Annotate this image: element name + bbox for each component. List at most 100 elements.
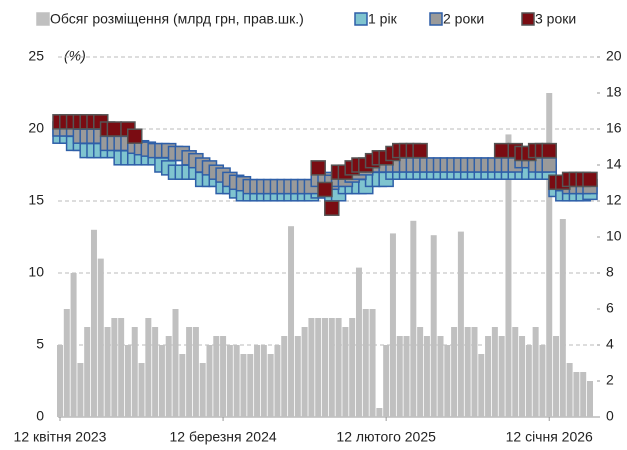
point — [582, 171, 598, 188]
bar — [546, 93, 553, 417]
bar — [158, 345, 165, 417]
bar — [288, 226, 295, 417]
y-axis-label: (%) — [64, 48, 86, 64]
x-tick-label: 12 лютого 2025 — [336, 429, 436, 445]
bar — [294, 336, 301, 417]
bar — [417, 327, 424, 417]
bar — [192, 327, 199, 417]
bar — [485, 336, 492, 417]
bar — [451, 327, 458, 417]
bar — [389, 233, 396, 417]
bar — [512, 327, 519, 417]
bar — [213, 336, 220, 417]
bar — [233, 345, 240, 417]
bar — [498, 336, 505, 417]
legend-label: Обсяг розміщення (млрд грн, прав.шк.) — [50, 11, 304, 27]
bar — [57, 345, 63, 417]
y2-tick-label: 8 — [606, 264, 614, 280]
point — [324, 200, 340, 216]
point — [412, 142, 428, 159]
bar — [430, 235, 437, 417]
bar — [308, 318, 315, 417]
bar — [254, 345, 261, 417]
y2-tick-label: 10 — [606, 228, 622, 244]
bar — [90, 229, 97, 417]
bar — [444, 345, 451, 417]
bar — [274, 345, 281, 417]
x-tick-label: 12 березня 2024 — [170, 429, 277, 445]
bar — [97, 258, 104, 417]
bar — [532, 327, 539, 417]
bar — [505, 134, 512, 417]
x-tick-label: 12 квітня 2023 — [14, 429, 107, 445]
point — [493, 142, 510, 159]
point — [317, 181, 333, 198]
y2-tick-label: 16 — [606, 120, 622, 136]
bar — [281, 336, 288, 417]
bar — [138, 363, 145, 417]
bar — [315, 318, 322, 417]
bar — [383, 345, 390, 417]
bar — [376, 408, 383, 417]
bar — [63, 309, 70, 417]
bar — [491, 327, 498, 417]
bar — [186, 327, 193, 417]
y-tick-label: 10 — [28, 264, 44, 280]
bar — [464, 327, 471, 417]
bar — [84, 327, 91, 417]
y2-tick-label: 14 — [606, 156, 622, 172]
bar — [471, 327, 478, 417]
bar — [124, 345, 131, 417]
y-tick-label: 5 — [36, 336, 44, 352]
bar — [260, 345, 267, 417]
bar — [457, 231, 464, 417]
bar — [206, 345, 213, 417]
legend-swatch — [354, 12, 368, 26]
bar — [267, 354, 274, 417]
x-tick-label: 12 січня 2026 — [506, 429, 593, 445]
bar — [145, 318, 152, 417]
legend-swatch — [521, 12, 535, 26]
bar — [437, 336, 444, 417]
legend-label: 3 роки — [535, 11, 576, 27]
y2-tick-label: 4 — [606, 336, 614, 352]
bar — [580, 372, 587, 417]
bar — [328, 318, 335, 417]
bar — [396, 336, 403, 417]
bar — [573, 372, 580, 417]
point — [541, 142, 557, 159]
bar — [226, 345, 233, 417]
bar — [349, 318, 356, 417]
y2-tick-label: 0 — [606, 408, 614, 424]
point — [541, 157, 557, 173]
bar — [410, 220, 417, 417]
bar — [322, 318, 328, 417]
legend-swatch — [429, 12, 443, 26]
bar — [355, 267, 362, 417]
bar — [70, 273, 77, 417]
bar — [77, 363, 84, 417]
bar — [566, 363, 573, 417]
bar — [172, 309, 179, 417]
bar — [362, 309, 369, 417]
bar — [165, 336, 172, 417]
bar — [118, 318, 125, 417]
legend-label: 1 рік — [368, 11, 398, 27]
bar — [559, 219, 566, 417]
y2-tick-label: 12 — [606, 192, 622, 208]
bar — [240, 354, 247, 417]
legend-label: 2 роки — [443, 11, 484, 27]
bar — [525, 345, 532, 417]
legend-swatch — [36, 12, 50, 26]
bar — [111, 318, 118, 417]
bar — [301, 327, 308, 417]
y-tick-label: 0 — [36, 408, 44, 424]
bar — [478, 354, 485, 417]
point — [106, 121, 123, 137]
bar — [369, 309, 376, 417]
bar — [199, 363, 206, 417]
point — [126, 128, 143, 144]
bar — [553, 336, 560, 417]
bar — [104, 327, 111, 417]
